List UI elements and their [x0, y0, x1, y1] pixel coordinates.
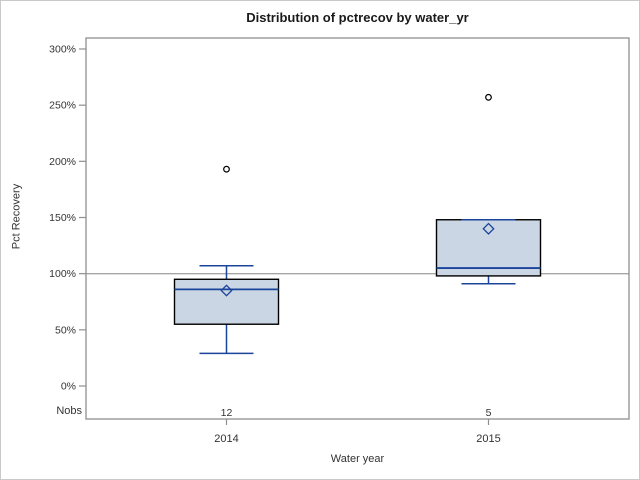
x-tick-label: 2015: [476, 433, 500, 445]
y-tick-label: 250%: [49, 100, 76, 112]
y-tick-label: 300%: [49, 44, 76, 56]
nobs-value: 5: [486, 407, 492, 419]
outlier-point: [485, 93, 492, 101]
nobs-row-label: Nobs: [56, 405, 82, 417]
y-tick-label: 100%: [49, 268, 76, 280]
mean-marker-diamond: [482, 222, 495, 235]
box: [435, 219, 542, 277]
nobs-value: 12: [221, 407, 233, 419]
outlier-point: [223, 165, 230, 173]
y-tick-label: 50%: [55, 324, 76, 336]
y-tick-label: 0%: [61, 381, 76, 393]
x-tick-label: 2014: [214, 433, 238, 445]
y-tick-label: 200%: [49, 156, 76, 168]
plot-frame: [85, 37, 630, 420]
mean-marker-diamond: [220, 284, 233, 297]
chart-title: Distribution of pctrecov by water_yr: [246, 10, 469, 25]
x-axis-title: Water year: [330, 453, 385, 465]
box: [173, 278, 280, 325]
y-tick-label: 150%: [49, 212, 76, 224]
